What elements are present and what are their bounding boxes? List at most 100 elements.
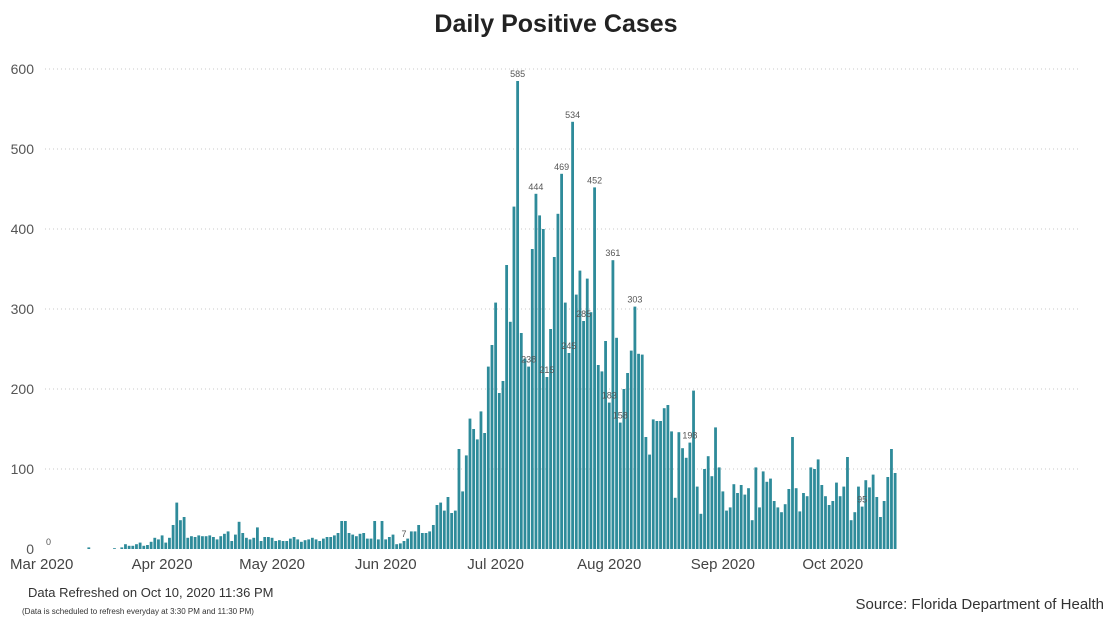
bar	[699, 513, 703, 549]
y-tick-label: 200	[11, 381, 35, 397]
bar	[728, 507, 732, 549]
data-label: 444	[528, 182, 543, 192]
bar	[131, 545, 135, 549]
bar	[226, 531, 230, 549]
bar	[343, 521, 347, 549]
bar	[409, 531, 413, 549]
bar	[182, 517, 186, 549]
y-axis: 0 100 200 300 400 500 600	[11, 61, 35, 557]
bar	[153, 537, 157, 549]
bar	[303, 540, 307, 549]
schedule-note: (Data is scheduled to refresh everyday a…	[22, 607, 254, 616]
bar	[805, 496, 809, 549]
bar	[248, 539, 252, 549]
bar	[362, 533, 366, 549]
data-label: 534	[565, 110, 580, 120]
bar	[512, 206, 516, 549]
bar	[439, 502, 443, 549]
y-tick-label: 0	[26, 541, 34, 557]
bar	[578, 270, 582, 549]
bar	[827, 505, 831, 549]
bar	[270, 537, 274, 549]
bar	[853, 512, 857, 549]
bar	[365, 538, 369, 549]
bar	[494, 302, 498, 549]
bar	[186, 537, 190, 549]
bar	[842, 486, 846, 549]
bar	[490, 345, 494, 549]
bar	[267, 537, 270, 549]
bar	[237, 521, 241, 549]
bar	[846, 457, 849, 549]
bar	[457, 449, 461, 549]
bar	[190, 536, 193, 549]
bar	[798, 511, 802, 549]
bar	[670, 431, 673, 549]
bar	[336, 533, 340, 549]
bar	[743, 494, 747, 549]
bar	[582, 321, 585, 549]
bar	[860, 506, 864, 549]
bar	[373, 521, 377, 549]
bar	[321, 538, 325, 549]
bar	[263, 537, 267, 549]
x-tick-label: Jun 2020	[355, 556, 417, 573]
bar	[615, 337, 618, 549]
bar	[296, 539, 300, 549]
bar	[717, 467, 721, 549]
bar	[285, 541, 289, 549]
bar	[380, 521, 384, 549]
bars	[87, 81, 897, 550]
bar	[340, 521, 344, 549]
bar	[475, 439, 479, 549]
bar	[516, 81, 520, 549]
bar	[688, 442, 692, 549]
bar	[138, 542, 142, 549]
bar	[325, 537, 329, 549]
bar	[197, 535, 201, 549]
x-tick-label: Mar 2020	[10, 556, 73, 573]
bar	[721, 491, 725, 549]
data-label: 158	[613, 411, 628, 421]
bar	[146, 545, 149, 549]
bar	[523, 358, 527, 549]
x-tick-label: Sep 2020	[691, 556, 755, 573]
bar	[431, 525, 435, 549]
bar	[402, 541, 406, 549]
bar	[574, 294, 578, 549]
bar	[314, 539, 318, 549]
bar	[149, 541, 153, 549]
bar	[219, 536, 223, 549]
bar	[703, 469, 706, 549]
bar	[776, 507, 780, 549]
bar	[428, 531, 432, 549]
data-label: 245	[561, 341, 576, 351]
bar	[245, 537, 248, 549]
bar	[277, 540, 281, 549]
bar	[666, 405, 670, 549]
bar	[160, 535, 164, 549]
bar	[332, 535, 336, 549]
bar	[329, 537, 333, 549]
bar	[530, 249, 534, 549]
chart-title: Daily Positive Cases	[434, 10, 678, 38]
bar	[868, 487, 871, 549]
bar	[820, 485, 824, 549]
x-tick-label: Apr 2020	[132, 556, 193, 573]
bar	[886, 477, 890, 549]
bar	[769, 478, 772, 549]
bar	[468, 418, 472, 549]
bar	[589, 312, 593, 549]
data-label: 303	[627, 295, 642, 305]
bar	[395, 544, 399, 549]
bar	[252, 537, 256, 549]
bar	[508, 321, 512, 549]
bar	[783, 504, 787, 549]
bar	[809, 467, 813, 549]
data-labels: 0 7 585 238 444 215 469 245 534 285 452 183 361 158 30…	[46, 69, 867, 547]
bar	[618, 422, 622, 549]
y-tick-label: 500	[11, 141, 35, 157]
bar	[545, 377, 549, 549]
bar	[501, 381, 505, 549]
bar	[882, 501, 886, 549]
